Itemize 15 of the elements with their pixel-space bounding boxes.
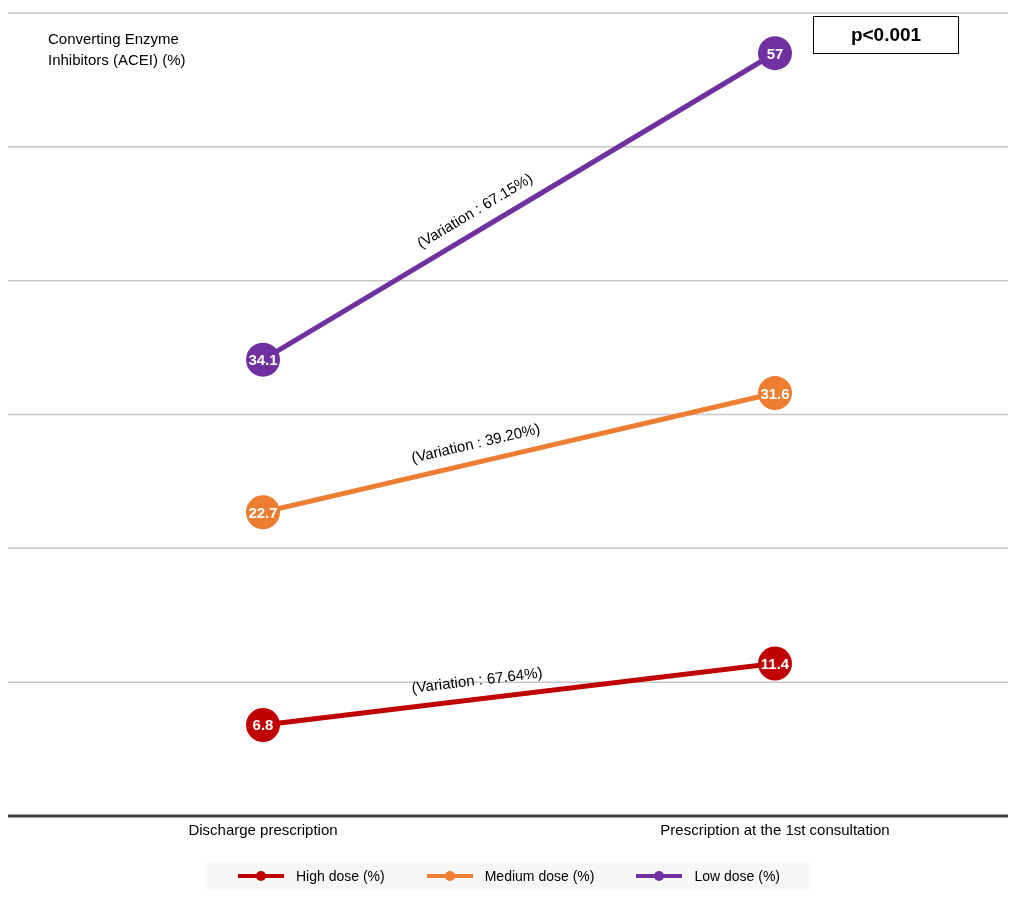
legend-label: Low dose (%) — [694, 868, 780, 884]
annotation: (Variation : 39.20%) — [409, 419, 542, 466]
data-label: 11.4 — [760, 654, 790, 672]
data-label: 57 — [766, 44, 784, 62]
data-label: 22.7 — [248, 503, 278, 521]
x-tick-label: Prescription at the 1st consultation — [660, 820, 890, 838]
annotation: (Variation : 67.64%) — [410, 663, 544, 696]
x-tick-label: Discharge prescription — [188, 820, 338, 838]
legend-label: Medium dose (%) — [484, 868, 595, 884]
y-axis-title: Converting Enzyme Inhibitors (ACEI) (%) — [48, 29, 187, 70]
data-label: 6.8 — [252, 716, 274, 734]
data-label: 31.6 — [760, 384, 790, 402]
text: p<0.001 — [813, 16, 959, 54]
data-label: 34.1 — [248, 351, 278, 369]
legend-label: High dose (%) — [296, 868, 385, 884]
